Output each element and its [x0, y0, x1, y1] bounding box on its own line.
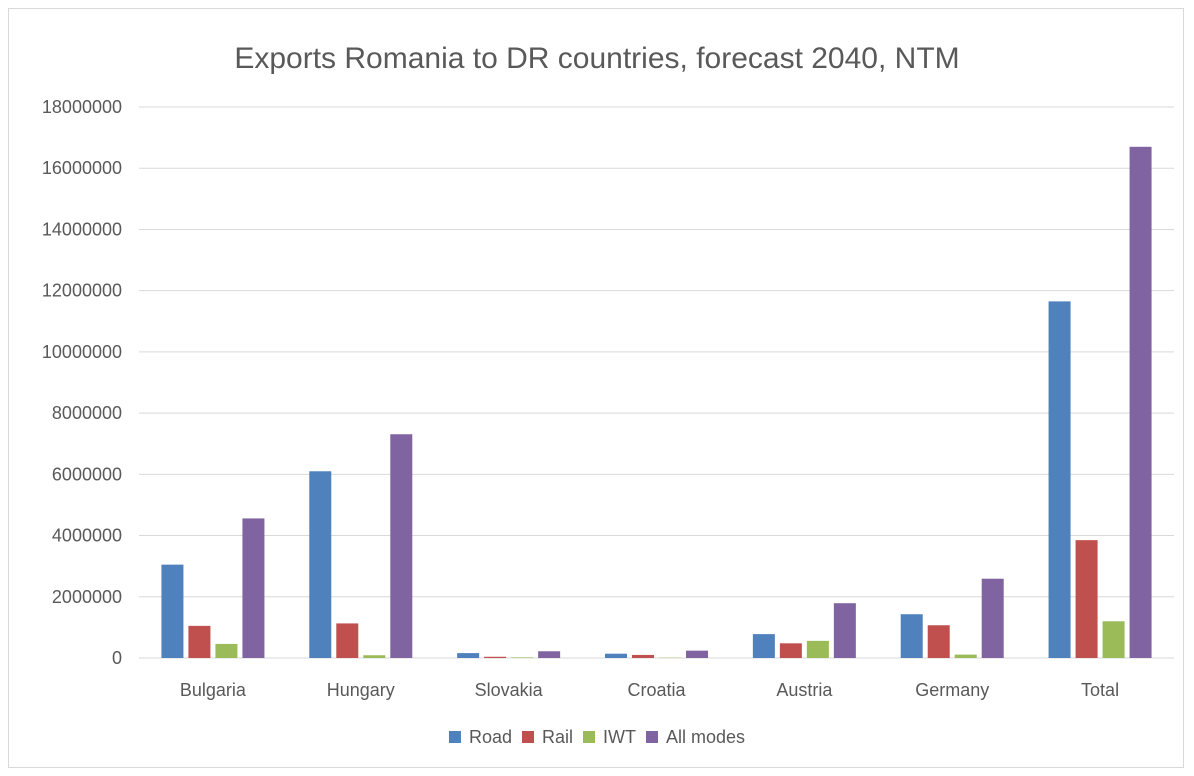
bar-rail-germany — [927, 625, 950, 658]
y-tick-label: 6000000 — [52, 464, 122, 484]
bar-rail-total — [1075, 540, 1098, 658]
y-tick-label: 8000000 — [52, 403, 122, 423]
x-axis: Bulgaria Hungary Slovakia Croatia Austria Ger… — [180, 680, 1119, 700]
bar-rail-hungary — [336, 623, 359, 658]
bars — [161, 146, 1152, 659]
x-tick-label: Austria — [776, 680, 833, 700]
bar-road-total — [1048, 301, 1071, 658]
gridlines — [139, 106, 1174, 659]
y-tick-label: 2000000 — [52, 587, 122, 607]
chart-title: Exports Romania to DR countries, forecas… — [234, 42, 959, 75]
x-tick-label: Bulgaria — [180, 680, 247, 700]
x-tick-label: Hungary — [327, 680, 395, 700]
bar-rail-croatia — [632, 654, 654, 658]
bar-road-croatia — [605, 653, 627, 658]
bar-iwt-germany — [954, 654, 977, 658]
y-tick-label: 16000000 — [42, 158, 122, 178]
bar-rail-austria — [779, 643, 802, 658]
legend: Road Rail IWT All modes — [448, 727, 745, 747]
y-tick-label: 10000000 — [42, 342, 122, 362]
bar-all-modes-austria — [833, 603, 856, 658]
bar-all-modes-bulgaria — [242, 518, 265, 658]
legend-label: Rail — [542, 727, 573, 747]
y-tick-label: 12000000 — [42, 281, 122, 301]
bar-all-modes-germany — [981, 578, 1004, 658]
x-tick-label: Total — [1081, 680, 1119, 700]
bar-road-bulgaria — [161, 564, 184, 658]
legend-swatch-road — [448, 731, 461, 743]
bar-road-hungary — [309, 471, 332, 658]
bar-road-austria — [752, 634, 775, 658]
bar-iwt-hungary — [363, 655, 386, 658]
bar-all-modes-hungary — [390, 434, 413, 658]
legend-label: IWT — [603, 727, 636, 747]
bar-all-modes-total — [1129, 146, 1152, 659]
legend-swatch-all-modes — [646, 731, 659, 743]
y-tick-label: 4000000 — [52, 526, 122, 546]
bar-rail-slovakia — [484, 656, 507, 658]
legend-swatch-rail — [521, 731, 534, 743]
y-tick-label: 14000000 — [42, 219, 122, 239]
bar-road-germany — [900, 614, 923, 658]
x-tick-label: Croatia — [627, 680, 686, 700]
bar-iwt-bulgaria — [215, 643, 238, 658]
bar-iwt-total — [1102, 621, 1125, 658]
x-tick-label: Germany — [915, 680, 989, 700]
bar-rail-bulgaria — [188, 625, 211, 658]
legend-label: All modes — [666, 727, 745, 747]
x-tick-label: Slovakia — [475, 680, 544, 700]
bar-road-slovakia — [457, 653, 480, 658]
bar-iwt-austria — [806, 640, 829, 658]
y-axis: 0 2000000 4000000 6000000 8000000 10000000 120… — [42, 97, 122, 668]
legend-label: Road — [469, 727, 512, 747]
legend-swatch-iwt — [583, 731, 596, 743]
bar-all-modes-croatia — [686, 650, 708, 658]
y-tick-label: 18000000 — [42, 97, 122, 117]
y-tick-label: 0 — [112, 648, 122, 668]
bar-iwt-slovakia — [511, 657, 534, 658]
bar-all-modes-slovakia — [538, 651, 561, 658]
